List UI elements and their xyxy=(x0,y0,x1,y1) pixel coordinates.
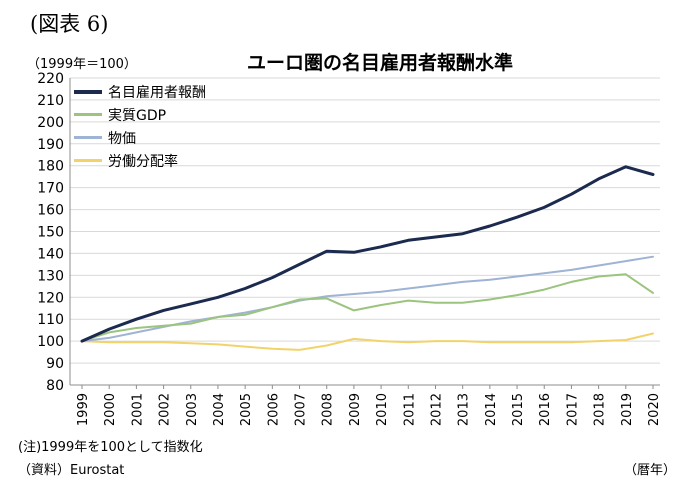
legend-label-gdp: 実質GDP xyxy=(108,107,167,124)
series-line-3 xyxy=(81,332,654,351)
y-tick-label: 140 xyxy=(37,246,64,262)
y-tick-label: 100 xyxy=(37,334,64,350)
x-tick-label: 2006 xyxy=(266,393,281,426)
y-tick-label: 150 xyxy=(37,225,64,241)
chart-title: ユーロ圏の名目雇用者報酬水準 xyxy=(246,52,513,74)
y-tick-label: 130 xyxy=(37,268,64,284)
x-tick-labels: 1999 2000 2001 2002 2003 2004 2005 2006 2007 2008… xyxy=(76,393,662,426)
legend-swatch-prices xyxy=(74,136,102,139)
legend-item-labor-share: 労働分配率 xyxy=(74,149,206,172)
footnote: (注)1999年を100として指数化 xyxy=(18,440,203,455)
y-tick-label: 160 xyxy=(37,203,64,219)
y-tick-label: 90 xyxy=(46,356,64,372)
y-tick-label: 110 xyxy=(37,312,64,328)
x-tick-label: 1999 xyxy=(76,393,91,426)
x-tick-label: 2005 xyxy=(239,393,254,426)
y-tick-label: 210 xyxy=(37,93,64,109)
x-tick-label: 2017 xyxy=(565,393,580,426)
x-tick-label: 2015 xyxy=(511,393,526,426)
grid-lines xyxy=(70,77,660,386)
legend-swatch-labor-share xyxy=(74,159,102,162)
series-line-1 xyxy=(81,273,654,343)
series-lines xyxy=(80,165,655,351)
x-tick-label: 2014 xyxy=(484,393,499,426)
x-unit-label: （暦年） xyxy=(623,463,676,478)
x-tick-label: 2008 xyxy=(321,393,336,426)
x-tick-label: 2012 xyxy=(429,393,444,426)
y-tick-label: 190 xyxy=(37,137,64,153)
y-tick-label: 120 xyxy=(37,290,64,306)
x-tick-label: 2013 xyxy=(457,393,472,426)
y-tick-label: 220 xyxy=(37,71,64,87)
x-tick-label: 2016 xyxy=(538,393,553,426)
legend-item-gdp: 実質GDP xyxy=(74,103,206,126)
x-tick-label: 2011 xyxy=(402,393,417,426)
x-tick-label: 2003 xyxy=(185,393,200,426)
y-unit-label: （1999年＝100） xyxy=(27,57,137,72)
legend-item-wages: 名目雇用者報酬 xyxy=(74,80,206,103)
legend-label-wages: 名目雇用者報酬 xyxy=(108,84,206,101)
legend-item-prices: 物価 xyxy=(74,126,206,149)
figure-label: (図表 6) xyxy=(30,12,109,36)
x-tick-label: 2001 xyxy=(130,393,145,426)
y-tick-label: 200 xyxy=(37,115,64,131)
y-tick-label: 180 xyxy=(37,159,64,175)
x-tick-label: 2020 xyxy=(647,393,662,426)
x-tick-label: 2019 xyxy=(620,393,635,426)
y-tick-label: 80 xyxy=(46,378,64,394)
x-tick-label: 2009 xyxy=(348,393,363,426)
x-tick-label: 2004 xyxy=(212,393,227,426)
source-note: （資料）Eurostat xyxy=(18,463,125,478)
x-tick-label: 2007 xyxy=(294,393,309,426)
x-tick-label: 2018 xyxy=(593,393,608,426)
legend-swatch-wages xyxy=(74,89,102,94)
legend-label-labor-share: 労働分配率 xyxy=(108,153,178,170)
legend: 名目雇用者報酬 実質GDP 物価 労働分配率 xyxy=(74,80,206,172)
legend-swatch-gdp xyxy=(74,113,102,116)
series-line-0 xyxy=(80,165,655,343)
axes xyxy=(69,78,660,389)
x-tick-label: 2010 xyxy=(375,393,390,426)
y-tick-labels: 80 90 100 110 120 130 140 150 160 170 180 190 200 210… xyxy=(37,71,64,394)
legend-label-prices: 物価 xyxy=(108,130,136,147)
x-tick-label: 2002 xyxy=(158,393,173,426)
series-line-2 xyxy=(81,255,654,343)
x-tick-label: 2000 xyxy=(103,393,118,426)
y-tick-label: 170 xyxy=(37,181,64,197)
